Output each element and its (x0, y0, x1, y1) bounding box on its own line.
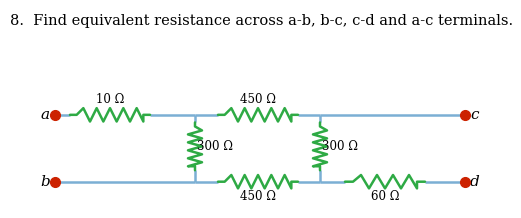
Text: c: c (470, 108, 478, 122)
Text: b: b (40, 175, 50, 189)
Text: d: d (470, 175, 480, 189)
Text: 300 Ω: 300 Ω (197, 140, 233, 153)
Text: 450 Ω: 450 Ω (240, 191, 276, 203)
Text: a: a (41, 108, 50, 122)
Text: 8.  Find equivalent resistance across a-b, b-c, c-d and a-c terminals.: 8. Find equivalent resistance across a-b… (10, 14, 514, 28)
Text: 60 Ω: 60 Ω (371, 191, 399, 203)
Text: 300 Ω: 300 Ω (322, 140, 358, 153)
Text: 10 Ω: 10 Ω (96, 93, 124, 106)
Text: 450 Ω: 450 Ω (240, 93, 276, 106)
